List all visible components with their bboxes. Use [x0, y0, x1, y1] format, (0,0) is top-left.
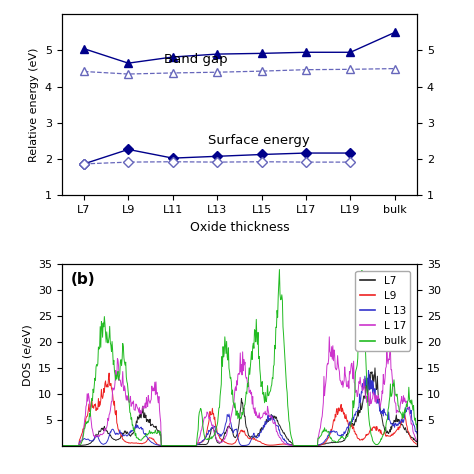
bulk: [150, 430, 156, 436]
Line: L 13: L 13: [62, 371, 417, 446]
L9: [220, 438, 226, 443]
L9: [297, 443, 302, 448]
L 13: [327, 431, 332, 437]
L7: [268, 412, 274, 418]
L9: [122, 438, 128, 444]
L 17: [414, 438, 420, 444]
X-axis label: Oxide thickness: Oxide thickness: [190, 221, 289, 234]
Y-axis label: DOS (e/eV): DOS (e/eV): [22, 324, 32, 386]
Text: (b): (b): [71, 272, 95, 287]
L7: [122, 428, 128, 434]
L9: [106, 370, 112, 376]
L9: [327, 432, 333, 438]
L 17: [296, 443, 302, 448]
L 13: [150, 440, 156, 446]
L9: [269, 442, 274, 448]
L9: [414, 441, 420, 447]
Text: Band gap: Band gap: [164, 53, 228, 66]
L7: [372, 365, 378, 371]
L7: [150, 422, 156, 428]
L 17: [122, 383, 128, 389]
bulk: [277, 267, 283, 273]
bulk: [219, 364, 225, 369]
Line: L 17: L 17: [62, 337, 417, 446]
L 13: [414, 431, 420, 437]
L 13: [122, 432, 128, 438]
L7: [59, 443, 64, 448]
L 17: [327, 348, 333, 354]
L 13: [219, 431, 225, 437]
bulk: [414, 427, 420, 433]
L7: [296, 443, 302, 448]
bulk: [59, 443, 64, 448]
L 17: [268, 413, 274, 419]
bulk: [297, 443, 302, 448]
Y-axis label: Relative energy (eV): Relative energy (eV): [29, 48, 39, 162]
Text: Surface energy: Surface energy: [208, 134, 310, 147]
bulk: [268, 384, 274, 390]
Line: L7: L7: [62, 368, 417, 446]
Legend: L7, L9, L 13, L 17, bulk: L7, L9, L 13, L 17, bulk: [356, 271, 410, 350]
L 17: [59, 443, 64, 448]
L9: [151, 436, 156, 442]
L 13: [268, 417, 274, 423]
bulk: [122, 360, 128, 365]
L7: [414, 439, 420, 445]
L 13: [59, 443, 64, 448]
Line: L9: L9: [62, 373, 417, 446]
L 13: [365, 368, 371, 374]
L7: [219, 437, 225, 443]
L9: [59, 443, 64, 448]
L 17: [327, 334, 332, 340]
L 17: [219, 439, 225, 445]
bulk: [327, 434, 333, 440]
L 13: [296, 443, 302, 448]
Line: bulk: bulk: [62, 270, 417, 446]
L7: [327, 440, 332, 446]
L 17: [150, 388, 156, 394]
